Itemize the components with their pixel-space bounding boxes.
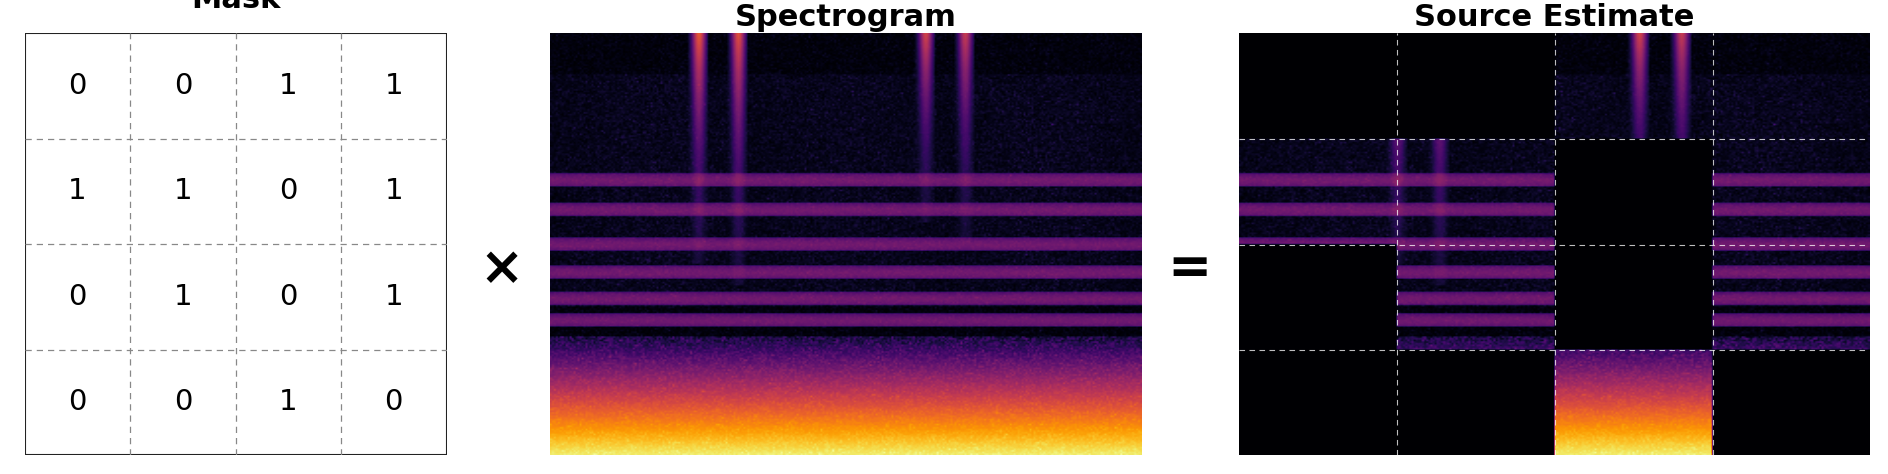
Text: 0: 0 [279, 177, 298, 205]
Text: 1: 1 [68, 177, 87, 205]
Text: 1: 1 [279, 72, 298, 100]
Text: 1: 1 [279, 388, 298, 416]
Text: 0: 0 [279, 283, 298, 311]
Text: 1: 1 [385, 283, 404, 311]
Text: 1: 1 [174, 283, 193, 311]
Text: 0: 0 [68, 388, 87, 416]
Text: Mask: Mask [191, 0, 279, 14]
Title: Source Estimate: Source Estimate [1414, 3, 1694, 32]
Text: 0: 0 [68, 283, 87, 311]
Text: ×: × [480, 244, 523, 295]
Text: 1: 1 [385, 72, 404, 100]
Text: =: = [1167, 244, 1212, 295]
Text: 1: 1 [174, 177, 193, 205]
Title: Spectrogram: Spectrogram [734, 3, 957, 32]
Text: 0: 0 [68, 72, 87, 100]
Text: 0: 0 [174, 388, 193, 416]
Text: 0: 0 [385, 388, 402, 416]
Text: 0: 0 [174, 72, 193, 100]
Text: 1: 1 [385, 177, 404, 205]
